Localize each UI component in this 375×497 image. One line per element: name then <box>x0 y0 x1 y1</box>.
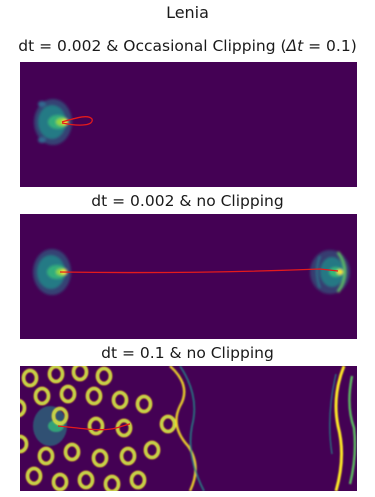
creature-blob-end <box>310 250 350 294</box>
creature-blob-start <box>33 249 71 295</box>
panel-2-image <box>20 214 357 339</box>
panel-3-title: dt = 0.1 & no Clipping <box>101 344 274 362</box>
panel-2-heatmap <box>20 214 357 339</box>
trajectory-line <box>57 423 131 431</box>
panel-1-title: dt = 0.002 & Occasional Clipping (Δt = 0… <box>0 37 375 55</box>
trajectory-line <box>59 268 339 274</box>
panel-3-heatmap <box>20 366 357 491</box>
panel-1-heatmap <box>20 62 357 187</box>
panel-1-title-suffix: = 0.1) <box>303 37 357 55</box>
panel-1-title-math: Δt <box>286 37 304 55</box>
figure-title: Lenia <box>166 3 209 22</box>
panel-1-title-prefix: dt = 0.002 & Occasional Clipping ( <box>18 37 287 55</box>
ring-pattern <box>20 366 357 491</box>
creature-blob <box>34 99 72 145</box>
panel-3-image <box>20 366 357 491</box>
panel-1-image <box>20 62 357 187</box>
trajectory-line <box>61 116 93 126</box>
panel-2-title: dt = 0.002 & no Clipping <box>91 192 284 210</box>
